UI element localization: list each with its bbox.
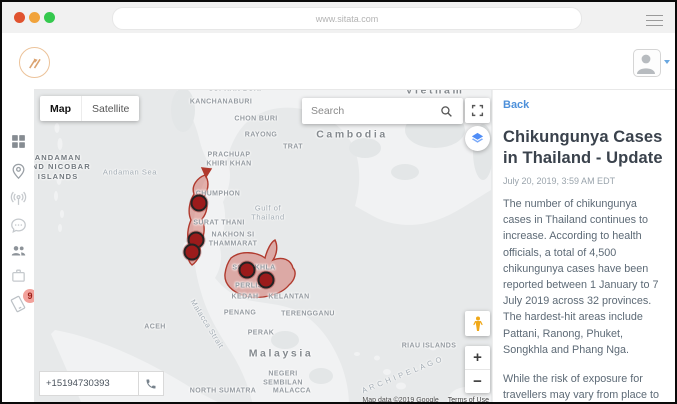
address-bar[interactable]: www.sitata.com: [112, 7, 582, 30]
logo-mark: [29, 58, 41, 69]
url-text: www.sitata.com: [315, 13, 379, 24]
avatar-dropdown-arrow-icon[interactable]: [664, 60, 670, 64]
pegman-icon: [472, 316, 483, 331]
app-header: [2, 33, 675, 90]
chat-bubble-icon[interactable]: [10, 217, 27, 234]
layers-icon: [471, 132, 484, 143]
location-pin-icon[interactable]: [10, 163, 27, 180]
zoom-out-button[interactable]: −: [473, 373, 482, 390]
back-link[interactable]: Back: [503, 99, 530, 111]
avatar[interactable]: [633, 49, 661, 77]
search-input[interactable]: [302, 105, 429, 117]
article-date: July 20, 2019, 3:59 AM EDT: [503, 176, 616, 186]
map-type-satellite-button[interactable]: Satellite: [81, 96, 139, 121]
pegman-button[interactable]: [465, 311, 490, 336]
outbreak-marker[interactable]: [183, 243, 201, 261]
left-icon-rail: 9: [2, 89, 37, 402]
article-paragraph: The number of chikungunya cases in Thail…: [503, 198, 659, 356]
zoom-in-button[interactable]: +: [465, 346, 490, 370]
dashboard-grid-icon[interactable]: [10, 133, 27, 150]
article-panel: Back Chikungunya Cases in Thailand - Upd…: [492, 90, 675, 402]
people-icon[interactable]: [10, 242, 27, 259]
search-button[interactable]: [429, 98, 463, 124]
fullscreen-button[interactable]: [465, 98, 490, 123]
minimize-window-button[interactable]: [29, 12, 40, 23]
outbreak-marker[interactable]: [238, 261, 256, 279]
outbreak-marker[interactable]: [190, 194, 208, 212]
map-data-credit: Map data ©2019 Google: [362, 397, 439, 404]
expand-window-button[interactable]: [44, 12, 55, 23]
map-terrain: [51, 90, 492, 402]
search-icon: [440, 105, 452, 117]
outbreak-marker[interactable]: [257, 271, 275, 289]
article-paragraph: While the risk of exposure for traveller…: [503, 373, 660, 402]
browser-menu-icon[interactable]: [646, 11, 663, 26]
phone-notifications-icon[interactable]: 9: [10, 289, 37, 313]
map-type-map-button[interactable]: Map: [50, 102, 71, 115]
terms-of-use-link[interactable]: Terms of Use: [447, 397, 489, 404]
phone-icon: [146, 379, 156, 388]
map-type-control: Map Satellite: [40, 96, 140, 121]
call-button[interactable]: [139, 371, 164, 396]
close-window-button[interactable]: [14, 12, 25, 23]
zoom-control: + −: [465, 346, 490, 393]
notification-badge[interactable]: 9: [23, 289, 37, 303]
briefcase-icon[interactable]: [10, 267, 27, 284]
map-search-box: [302, 98, 463, 124]
avatar-placeholder-icon: [637, 54, 655, 74]
article-title: Chikungunya Cases in Thailand - Update: [503, 128, 663, 167]
phone-number-input[interactable]: [39, 371, 139, 396]
fullscreen-icon: [471, 104, 484, 117]
broadcast-antenna-icon[interactable]: [10, 190, 27, 207]
map-attribution: Map data ©2019 Google Terms of Use: [362, 397, 489, 404]
sitata-logo-icon[interactable]: [19, 47, 50, 78]
phone-dialer: [39, 371, 164, 396]
article-body: The number of chikungunya cases in Thail…: [503, 196, 667, 402]
map-canvas[interactable]: Map Satellite: [34, 90, 492, 404]
layers-button[interactable]: [465, 126, 490, 151]
browser-chrome: www.sitata.com: [2, 2, 675, 34]
